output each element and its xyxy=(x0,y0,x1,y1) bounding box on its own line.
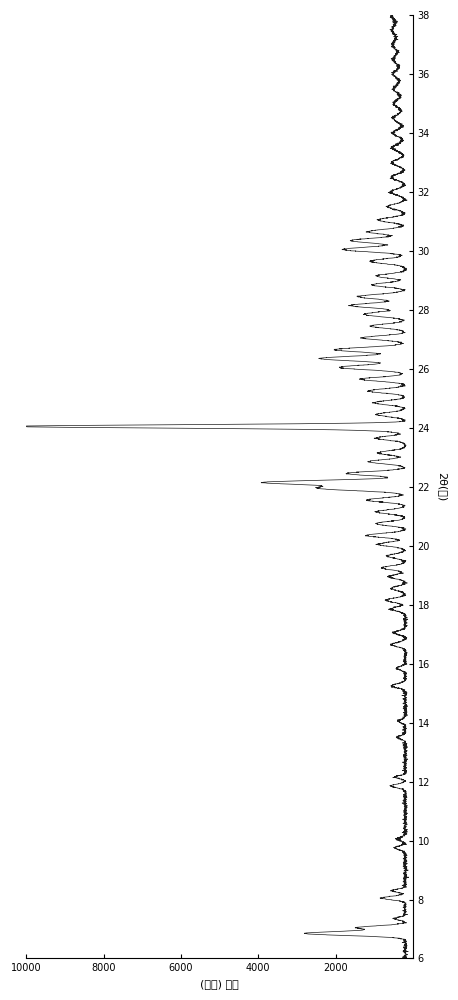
Y-axis label: 2θ(度): 2θ(度) xyxy=(437,472,447,501)
X-axis label: (计数) 強度: (计数) 強度 xyxy=(200,979,239,989)
